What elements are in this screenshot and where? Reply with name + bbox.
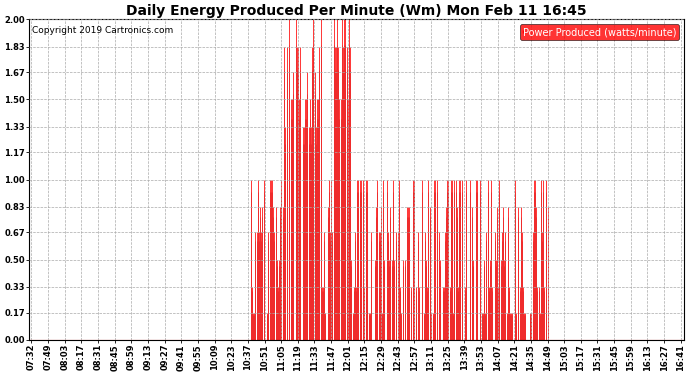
Text: Copyright 2019 Cartronics.com: Copyright 2019 Cartronics.com — [32, 26, 174, 35]
Legend: Power Produced (watts/minute): Power Produced (watts/minute) — [520, 24, 680, 40]
Title: Daily Energy Produced Per Minute (Wm) Mon Feb 11 16:45: Daily Energy Produced Per Minute (Wm) Mo… — [126, 4, 587, 18]
